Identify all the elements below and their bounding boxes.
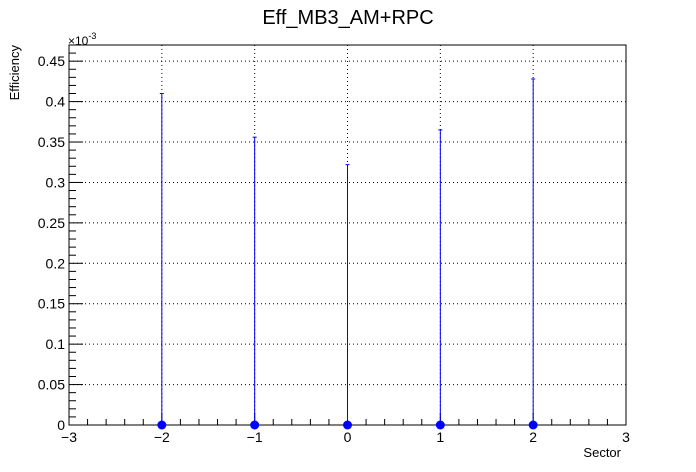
y-tick-label: 0.05 (38, 377, 65, 393)
y-tick-label: 0.1 (46, 336, 66, 352)
y-axis-label: Efficiency (7, 45, 22, 101)
y-tick-label: 0 (57, 417, 65, 433)
x-tick-label: 3 (622, 429, 630, 445)
y-exponent-power: -3 (88, 31, 96, 41)
x-tick-label: −2 (154, 429, 170, 445)
x-axis-tick-labels: −3 −2 −1 0 1 2 3 (61, 429, 630, 445)
data-point (528, 420, 538, 430)
y-tick-label: 0.35 (38, 134, 65, 150)
data-series (157, 78, 538, 430)
y-tick-label: 0.4 (46, 94, 66, 110)
x-tick-label: 1 (436, 429, 444, 445)
data-point (157, 420, 167, 430)
data-point (250, 420, 260, 430)
data-point (435, 420, 445, 430)
y-exponent-base: ×10 (68, 34, 89, 48)
chart-title: Eff_MB3_AM+RPC (262, 7, 433, 29)
x-tick-label: 0 (344, 429, 352, 445)
y-tick-label: 0.2 (46, 255, 66, 271)
y-tick-label: 0.45 (38, 53, 65, 69)
y-axis-ticks (69, 44, 83, 426)
x-tick-label: −1 (247, 429, 263, 445)
y-tick-label: 0.25 (38, 215, 65, 231)
data-point (343, 420, 352, 430)
y-tick-label: 0.15 (38, 296, 65, 312)
x-axis-label: Sector (583, 445, 621, 460)
y-tick-label: 0.3 (46, 174, 66, 190)
y-axis-tick-labels: 0 0.05 0.1 0.15 0.2 0.25 0.3 0.35 0.4 0.45 (38, 53, 65, 433)
x-tick-label: −3 (61, 429, 77, 445)
y-exponent-label: ×10-3 (68, 31, 96, 48)
x-tick-label: 2 (529, 429, 537, 445)
